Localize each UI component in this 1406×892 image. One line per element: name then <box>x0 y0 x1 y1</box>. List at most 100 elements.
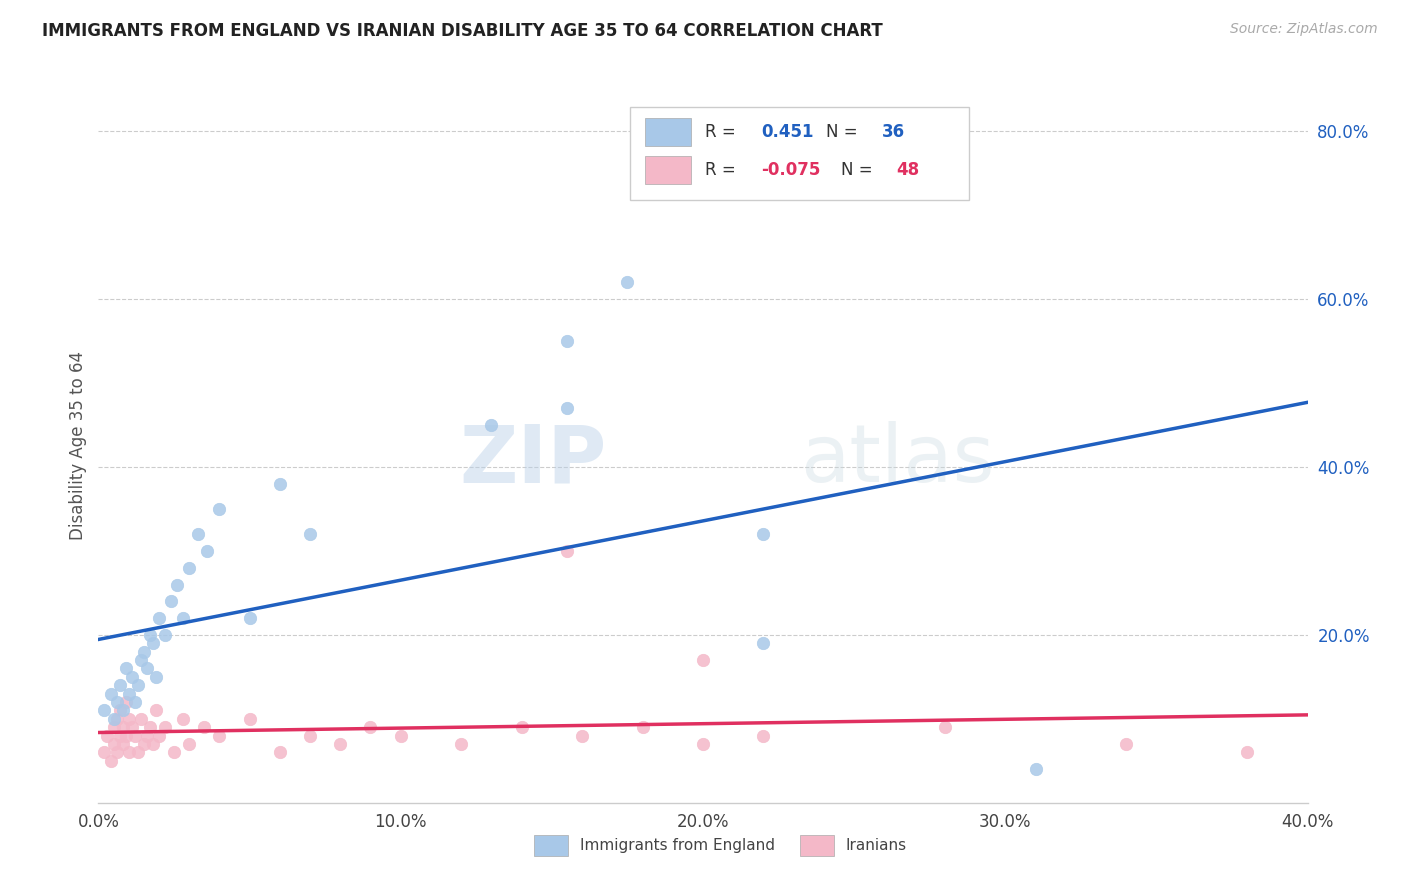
Point <box>555 544 578 558</box>
FancyBboxPatch shape <box>645 155 690 184</box>
FancyBboxPatch shape <box>800 835 834 856</box>
Point <box>571 729 593 743</box>
Text: N =: N = <box>841 161 877 178</box>
Point <box>135 729 157 743</box>
Point <box>269 476 291 491</box>
Point <box>752 636 775 650</box>
FancyBboxPatch shape <box>645 118 690 146</box>
Point <box>481 417 503 432</box>
Text: R =: R = <box>706 123 741 141</box>
Point <box>139 720 162 734</box>
Text: ZIP: ZIP <box>458 421 606 500</box>
Point <box>135 661 157 675</box>
Text: Immigrants from England: Immigrants from England <box>579 838 775 853</box>
Point <box>129 712 152 726</box>
Point <box>100 687 122 701</box>
Point <box>108 703 131 717</box>
Point <box>93 746 115 760</box>
Point <box>163 746 186 760</box>
Point <box>105 695 128 709</box>
Text: Source: ZipAtlas.com: Source: ZipAtlas.com <box>1230 22 1378 37</box>
Point <box>105 746 128 760</box>
Point <box>103 720 125 734</box>
Point <box>153 628 176 642</box>
Point <box>129 653 152 667</box>
Point <box>103 737 125 751</box>
Point <box>111 703 134 717</box>
Text: 48: 48 <box>897 161 920 178</box>
Point <box>103 712 125 726</box>
Point <box>616 275 638 289</box>
Point <box>555 334 578 348</box>
Point <box>360 720 382 734</box>
Point <box>692 737 714 751</box>
Point <box>450 737 472 751</box>
Point <box>752 729 775 743</box>
Point <box>269 746 291 760</box>
Point <box>118 746 141 760</box>
Point <box>172 712 194 726</box>
Point <box>160 594 183 608</box>
Point <box>124 695 146 709</box>
Point <box>179 560 201 574</box>
Point <box>96 729 118 743</box>
Point <box>145 670 167 684</box>
Text: 0.451: 0.451 <box>761 123 814 141</box>
Point <box>1115 737 1137 751</box>
Text: atlas: atlas <box>800 421 994 500</box>
Point <box>179 737 201 751</box>
Point <box>934 720 956 734</box>
Point <box>172 611 194 625</box>
Point <box>148 611 170 625</box>
Point <box>108 678 131 692</box>
Point <box>187 527 209 541</box>
Point <box>692 653 714 667</box>
Point <box>1024 762 1046 776</box>
Point <box>299 729 322 743</box>
Text: N =: N = <box>827 123 863 141</box>
Point <box>299 527 322 541</box>
Point <box>1236 746 1258 760</box>
Point <box>114 661 136 675</box>
Point <box>108 729 131 743</box>
Point <box>142 636 165 650</box>
FancyBboxPatch shape <box>630 107 969 200</box>
Point <box>114 729 136 743</box>
Point <box>111 737 134 751</box>
Point <box>389 729 412 743</box>
Text: -0.075: -0.075 <box>761 161 821 178</box>
Point <box>118 712 141 726</box>
Point <box>114 695 136 709</box>
Point <box>105 712 128 726</box>
Point <box>195 544 218 558</box>
Point <box>555 401 578 416</box>
Point <box>121 670 143 684</box>
Point <box>111 720 134 734</box>
Point <box>148 729 170 743</box>
Point <box>166 577 188 591</box>
Point <box>208 729 231 743</box>
Point <box>329 737 352 751</box>
Point <box>631 720 654 734</box>
Text: Iranians: Iranians <box>845 838 907 853</box>
Point <box>193 720 215 734</box>
Point <box>127 678 149 692</box>
Point <box>145 703 167 717</box>
Point <box>132 645 155 659</box>
Point <box>208 502 231 516</box>
Text: IMMIGRANTS FROM ENGLAND VS IRANIAN DISABILITY AGE 35 TO 64 CORRELATION CHART: IMMIGRANTS FROM ENGLAND VS IRANIAN DISAB… <box>42 22 883 40</box>
Text: 36: 36 <box>882 123 905 141</box>
Point <box>142 737 165 751</box>
Point <box>239 611 262 625</box>
Point <box>127 746 149 760</box>
FancyBboxPatch shape <box>534 835 568 856</box>
Point <box>752 527 775 541</box>
Point <box>153 720 176 734</box>
Point <box>239 712 262 726</box>
Point <box>100 754 122 768</box>
Point <box>139 628 162 642</box>
Point <box>118 687 141 701</box>
Point <box>121 720 143 734</box>
Point <box>93 703 115 717</box>
Point <box>124 729 146 743</box>
